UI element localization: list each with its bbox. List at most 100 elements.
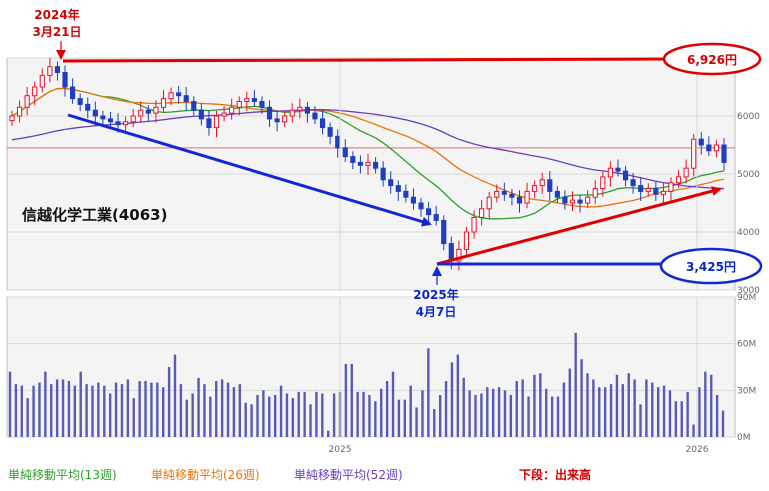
candle-up <box>713 144 720 152</box>
candle-up <box>539 179 545 187</box>
volume-bar <box>85 384 88 437</box>
volume-bar <box>403 399 407 437</box>
candle-up <box>130 115 136 123</box>
volume-bar <box>533 374 536 437</box>
volume-bar <box>698 387 701 437</box>
volume-bar <box>562 382 566 437</box>
volume-panel-label: 下段：出来高 <box>519 468 592 482</box>
volume-bar <box>704 371 707 437</box>
volume-tick-label: 30M <box>737 386 756 396</box>
candle-down <box>342 147 348 158</box>
volume-bar <box>220 379 224 437</box>
candle-up <box>236 101 242 108</box>
volume-bar <box>144 381 147 437</box>
candle-up <box>153 106 159 114</box>
candle-up <box>9 115 15 122</box>
chart-title: 信越化学工業(4063) <box>22 206 167 224</box>
volume-bar <box>486 387 489 437</box>
volume-bar <box>474 395 477 437</box>
year-tick-label: 2026 <box>686 445 709 455</box>
candle-down <box>372 161 379 169</box>
candle-up <box>683 167 689 178</box>
volume-bar <box>380 388 383 437</box>
volume-bar <box>639 404 642 437</box>
candle-up <box>32 86 38 97</box>
volume-bar <box>162 387 165 437</box>
volume-bar <box>315 391 318 437</box>
volume-bar <box>238 384 242 437</box>
volume-bar <box>14 384 18 437</box>
candle-down <box>92 109 98 117</box>
volume-bar <box>710 374 713 437</box>
high-price-callout <box>662 42 762 76</box>
candle-down <box>562 196 568 204</box>
candle-up <box>607 167 613 178</box>
volume-bar <box>256 395 259 437</box>
candle-up <box>486 196 492 210</box>
candle-down <box>176 92 182 97</box>
volume-bar <box>450 362 454 437</box>
volume-bar <box>503 390 507 437</box>
volume-bar <box>368 395 371 437</box>
volume-bar <box>527 396 530 437</box>
volume-bar <box>279 385 283 437</box>
volume-bar <box>397 399 401 437</box>
volume-bar <box>491 388 495 437</box>
volume-bar <box>692 424 695 437</box>
candle-down <box>615 167 621 172</box>
volume-bar <box>273 395 277 437</box>
candle-up <box>585 196 591 204</box>
volume-bar <box>385 381 389 437</box>
low-price-label: 3,425円 <box>686 260 736 274</box>
volume-bar <box>326 430 330 437</box>
candle-up <box>229 106 235 114</box>
volume-bar <box>621 384 625 437</box>
candle-down <box>395 185 401 192</box>
high-level-line <box>62 57 666 63</box>
volume-bar <box>303 391 306 437</box>
volume-bar <box>291 398 295 437</box>
volume-bar <box>674 401 678 437</box>
candle-down <box>335 135 341 149</box>
volume-bar <box>114 382 118 437</box>
volume-bar <box>421 390 424 437</box>
candle-up <box>463 231 470 250</box>
volume-bar <box>67 381 71 437</box>
volume-bar <box>209 396 212 437</box>
candle-up <box>168 92 174 100</box>
volume-bar <box>550 396 554 437</box>
volume-bar <box>179 384 183 437</box>
volume-bar <box>297 391 300 437</box>
volume-bar <box>521 379 524 437</box>
volume-axis: 0M 30M 60M 90M <box>737 293 756 443</box>
volume-bar <box>633 379 636 437</box>
volume-bar <box>268 396 271 437</box>
candle-up <box>16 106 23 117</box>
candle-down <box>319 118 326 129</box>
volume-bar <box>50 384 53 437</box>
volume-bar <box>32 385 35 437</box>
candle-down <box>388 179 394 187</box>
volume-bar <box>61 379 65 437</box>
volume-bar <box>73 385 77 437</box>
volume-bar <box>721 410 725 437</box>
volume-bar <box>438 395 442 437</box>
legend-ma13: 単純移動平均(13週) <box>8 468 117 482</box>
candle-down <box>418 202 424 210</box>
candle-down <box>638 185 644 192</box>
volume-bar <box>686 391 689 437</box>
high-date-year: 2024年 <box>34 7 79 22</box>
candle-up <box>160 98 167 108</box>
legend-ma26: 単純移動平均(26週) <box>151 468 260 482</box>
volume-bar <box>515 381 518 437</box>
volume-bar <box>132 398 135 437</box>
candle-down <box>350 156 356 163</box>
volume-tick-label: 90M <box>737 293 756 303</box>
candle-down <box>327 127 333 137</box>
volume-bar <box>662 385 666 437</box>
volume-bar <box>344 363 348 437</box>
candle-down <box>698 138 704 146</box>
volume-bar <box>609 384 613 437</box>
volume-bar <box>668 390 672 437</box>
volume-bar <box>44 371 47 437</box>
